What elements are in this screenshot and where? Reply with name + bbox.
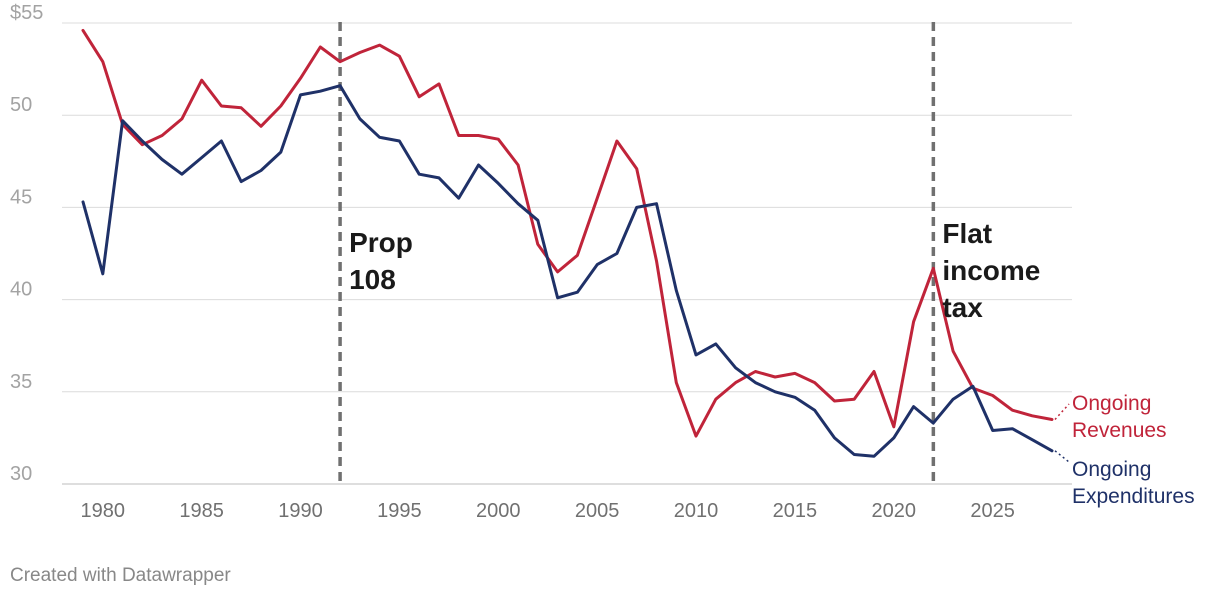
expenditures-line [81,84,1054,458]
series-label-line: Expenditures [1072,485,1195,508]
series-label-connector [1054,450,1070,463]
annotation-label-line: tax [942,292,983,323]
footer-credit: Created with Datawrapper [10,565,231,586]
annotation-lines [338,22,936,486]
revenues-line [81,28,1054,438]
series-label-line: Ongoing [1072,458,1151,481]
series-label-line: Ongoing [1072,392,1151,415]
y-tick-label: 30 [10,463,32,485]
annotation-label-line: income [942,255,1040,286]
x-tick-label: 2000 [476,500,521,522]
annotation-label: Flat income tax [942,218,1040,323]
series-label: Ongoing Revenues [1072,392,1167,442]
y-tick-label: 45 [10,186,32,208]
x-tick-label: 1990 [278,500,323,522]
annotation-label-line: Prop [349,227,413,258]
y-tick-label: 35 [10,371,32,393]
y-tick-label: 50 [10,94,32,116]
y-tick-label: $55 [10,2,43,24]
annotation-labels: Prop 108 Flat income tax [349,218,1040,323]
x-tick-label: 1995 [377,500,422,522]
series-label-connector [1054,403,1070,420]
x-tick-label: 2005 [575,500,620,522]
x-tick-label: 2015 [773,500,818,522]
x-tick-label: 1985 [179,500,224,522]
annotation-label-line: 108 [349,264,396,295]
series-lines [81,28,1054,458]
annotation-label: Prop 108 [349,227,413,295]
y-tick-label: 40 [10,279,32,301]
y-axis-ticks: $55 50 45 40 35 30 [10,2,43,485]
x-tick-label: 2020 [872,500,917,522]
series-labels: Ongoing Revenues Ongoing Expenditures [1054,392,1195,508]
annotation-label-line: Flat [942,218,992,249]
x-tick-label: 1980 [81,500,126,522]
line-chart: $55 50 45 40 35 30 1980 1985 1990 1995 2000 2005 20… [10,2,1195,522]
gridlines [62,22,1072,485]
x-axis-ticks: 1980 1985 1990 1995 2000 2005 2010 2015 2020 2025 [81,500,1015,522]
x-tick-label: 2010 [674,500,719,522]
series-label: Ongoing Expenditures [1072,458,1195,508]
series-label-line: Revenues [1072,419,1167,442]
x-tick-label: 2025 [970,500,1015,522]
